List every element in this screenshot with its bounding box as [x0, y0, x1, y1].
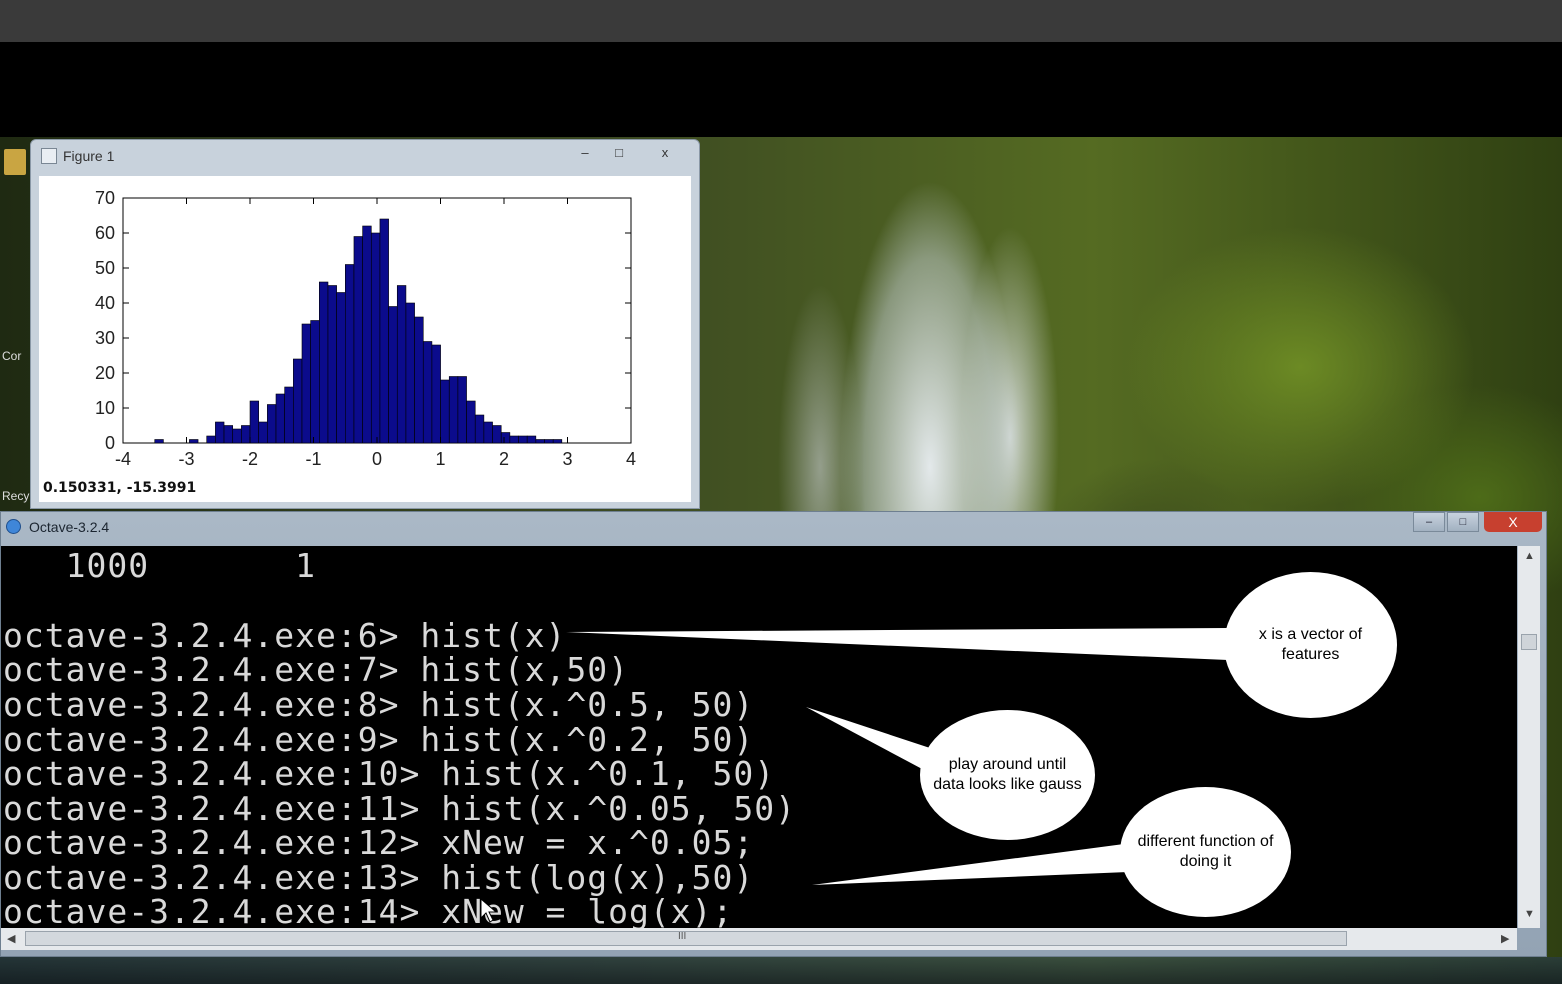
folder-icon[interactable] — [4, 149, 26, 175]
callout-pointer — [806, 707, 930, 770]
x-tick-label: 3 — [562, 449, 572, 469]
coordinate-readout: 0.150331, -15.3991 — [43, 480, 197, 496]
annotation-bubble: play around until data looks like gauss — [920, 710, 1095, 840]
callout-pointer — [566, 628, 1228, 660]
x-tick-label: -3 — [178, 449, 194, 469]
x-tick-label: 0 — [372, 449, 382, 469]
console-line: octave-3.2.4.exe:6> hist(x) — [3, 616, 567, 655]
octave-window[interactable]: Octave-3.2.4 – □ X 1000 1 octave-3.2.4.ex… — [0, 511, 1547, 957]
annotation-text: data looks like gauss — [933, 776, 1082, 793]
figure-canvas[interactable]: -4 -3 -2 -1 0 1 2 3 4 0 10 20 30 40 50 60 70 0.150331, -… — [39, 176, 691, 502]
vertical-scrollbar[interactable]: ▲ ▼ — [1518, 546, 1540, 928]
taskbar[interactable] — [0, 957, 1562, 984]
console-line: octave-3.2.4.exe:14> xNew = log(x); — [3, 892, 734, 928]
close-button[interactable]: X — [1484, 512, 1542, 532]
histogram-bar — [189, 439, 199, 444]
top-bar — [0, 0, 1562, 42]
figure-app-icon — [41, 148, 57, 164]
minimize-button[interactable]: – — [581, 145, 589, 160]
console-line: octave-3.2.4.exe:9> hist(x.^0.2, 50) — [3, 720, 755, 759]
close-button[interactable]: x — [661, 145, 669, 160]
minimize-button[interactable]: – — [1413, 512, 1445, 532]
scroll-down-arrow-icon[interactable]: ▼ — [1524, 908, 1535, 920]
maximize-button[interactable]: □ — [1447, 512, 1479, 532]
annotation-text: doing it — [1179, 853, 1232, 870]
console-line: octave-3.2.4.exe:13> hist(log(x),50) — [3, 858, 755, 897]
console-line: octave-3.2.4.exe:8> hist(x.^0.5, 50) — [3, 685, 755, 724]
y-tick-label: 0 — [105, 433, 115, 453]
mouse-cursor-icon — [480, 898, 498, 923]
black-band — [0, 42, 1562, 137]
desktop-icon-label: Recy — [2, 489, 30, 503]
console-line: octave-3.2.4.exe:11> hist(x.^0.05, 50) — [3, 789, 796, 828]
figure-window-title: Figure 1 — [63, 148, 115, 164]
console-result-line: 1000 1 — [3, 546, 317, 585]
annotation-bubble: x is a vector of features — [1224, 572, 1397, 718]
y-tick-label: 30 — [95, 328, 115, 348]
scroll-up-arrow-icon[interactable]: ▲ — [1524, 550, 1535, 562]
annotation-text: features — [1281, 646, 1340, 663]
vertical-scroll-thumb[interactable] — [1521, 634, 1537, 650]
horizontal-scroll-thumb[interactable]: III — [25, 931, 1347, 946]
annotation-text: different function of — [1137, 833, 1274, 850]
x-tick-label: 2 — [499, 449, 509, 469]
console-line: octave-3.2.4.exe:12> xNew = x.^0.05; — [3, 823, 755, 862]
y-tick-label: 70 — [95, 188, 115, 208]
desktop-icon-label: Cor — [2, 349, 22, 363]
x-tick-label: -4 — [115, 449, 131, 469]
x-tick-label: -1 — [305, 449, 321, 469]
callout-pointer — [812, 844, 1128, 885]
y-tick-label: 20 — [95, 363, 115, 383]
annotation-text: x is a vector of — [1258, 626, 1363, 643]
octave-window-title: Octave-3.2.4 — [29, 519, 110, 535]
scroll-grip: III — [678, 931, 687, 942]
x-tick-label: 4 — [626, 449, 636, 469]
octave-app-icon — [6, 519, 21, 534]
console-line: octave-3.2.4.exe:10> hist(x.^0.1, 50) — [3, 754, 776, 793]
horizontal-scrollbar[interactable]: ◀ III ▶ — [1, 928, 1517, 950]
x-tick-label: -2 — [242, 449, 258, 469]
scroll-right-arrow-icon[interactable]: ▶ — [1501, 933, 1510, 945]
histogram-bar — [552, 439, 563, 444]
figure-window[interactable]: Figure 1 – □ x -4 -3 -2 -1 0 1 2 3 4 0 10 20 30 40 50 6… — [30, 139, 700, 509]
y-tick-label: 10 — [95, 398, 115, 418]
annotation-text: play around until — [948, 756, 1067, 773]
x-tick-label: 1 — [435, 449, 445, 469]
console-line: octave-3.2.4.exe:7> hist(x,50) — [3, 650, 630, 689]
maximize-button[interactable]: □ — [615, 145, 623, 160]
scroll-left-arrow-icon[interactable]: ◀ — [7, 933, 16, 945]
y-tick-label: 40 — [95, 293, 115, 313]
y-tick-label: 50 — [95, 258, 115, 278]
histogram-bar — [154, 439, 164, 444]
console-output[interactable]: 1000 1 octave-3.2.4.exe:6> hist(x) octave-… — [1, 546, 1517, 928]
y-tick-label: 60 — [95, 223, 115, 243]
annotation-bubble: different function of doing it — [1120, 787, 1291, 917]
